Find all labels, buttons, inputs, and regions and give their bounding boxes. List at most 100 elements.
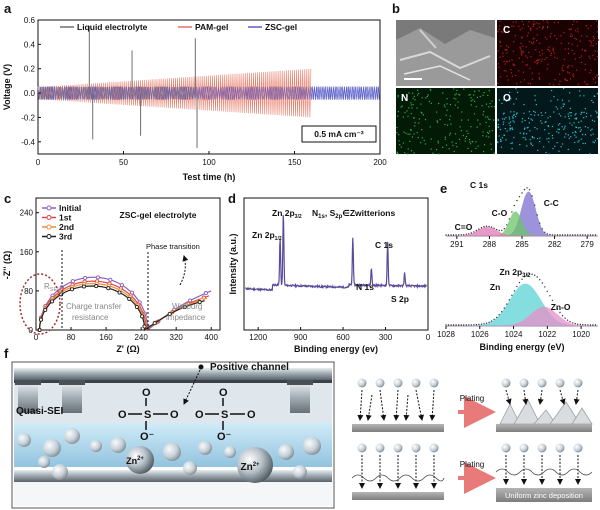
a-xtick-label: 150 — [288, 158, 302, 167]
panel-a-xlabel: Test time (h) — [183, 172, 236, 182]
panel-b-map-o: O — [497, 88, 599, 155]
d-xtick-label: 900 — [294, 333, 308, 342]
a-legend-label: ZSC-gel — [265, 22, 297, 32]
d-peak-label: C 1s — [375, 240, 393, 250]
svg-text:O⁻: O⁻ — [217, 431, 232, 443]
panel-f-illustration: Zn2+ Zn2+ O S O O O⁻ O S O O O⁻ — [11, 361, 593, 509]
panel-d-frame — [243, 197, 429, 331]
a-legend-label: Liquid electrolyte — [77, 22, 148, 32]
c-point — [70, 279, 75, 284]
c-legend-label: 1st — [59, 213, 71, 223]
series-liquid — [37, 86, 197, 100]
panel-a-ylabel: Voltage (V) — [2, 64, 12, 110]
c-point — [38, 317, 44, 322]
c-legend-label: 3rd — [59, 232, 72, 242]
panel-c-xticks: 0 80 160 240 320 400 — [34, 327, 219, 342]
c-point — [108, 277, 113, 282]
series-pam-gel — [37, 68, 312, 118]
c-xtick-label: 400 — [205, 333, 219, 342]
panel-b-map-n: N — [396, 88, 496, 155]
zn-ion-1: Zn2+ — [126, 446, 154, 474]
panel-d-title: N1s, S2p∈Zwitterions — [312, 208, 395, 220]
d-peak-label: S 2p — [391, 294, 409, 304]
panel-e-xlabel: Binding energy (eV) — [479, 342, 564, 352]
e-xtick-label: 288 — [483, 240, 497, 249]
d-peak-label: Zn 2p1/2 — [252, 230, 282, 242]
c-point — [81, 284, 86, 289]
panel-c-rsei-circle — [19, 273, 61, 335]
positive-channel-dot — [198, 364, 204, 370]
svg-text:S: S — [221, 409, 228, 421]
zn-ion-2: Zn2+ — [237, 447, 273, 483]
panel-b-label: b — [392, 1, 400, 16]
panel-d-xticks: 1200 900 600 300 0 — [249, 327, 431, 342]
e-xtick-label: 1024 — [505, 330, 523, 339]
e-label-cc: C-C — [544, 198, 559, 208]
e-xtick-label: 285 — [515, 240, 529, 249]
c-point — [50, 299, 55, 304]
panel-c-phase-arrow — [179, 255, 189, 286]
a-ytick-label: 0.6 — [24, 16, 36, 25]
panel-d-ylabel: Intensity (a.u.) — [228, 233, 238, 294]
panel-e-top-title: C 1s — [470, 180, 488, 190]
c-point — [203, 291, 208, 296]
e-component — [446, 283, 598, 327]
c-point — [188, 298, 193, 303]
panel-a-legend: Liquid electrolyte PAM-gel ZSC-gel — [60, 22, 297, 32]
d-peak-label: N 1s — [356, 282, 374, 292]
panel-e-bottom-ticks: 1028 1026 1024 1022 1020 — [437, 326, 591, 339]
e-component — [446, 226, 598, 237]
panel-c-ct-2: resistance — [72, 313, 109, 322]
c-point — [134, 304, 139, 310]
a-xtick-label: 100 — [202, 158, 216, 167]
e-xtick-label: 291 — [450, 240, 464, 249]
c-legend-marker — [46, 205, 52, 211]
panel-e-bottom: Zn Zn-O — [445, 273, 598, 327]
a-legend-label: PAM-gel — [195, 22, 228, 32]
c-xtick-label: 240 — [134, 333, 148, 342]
c-point — [127, 296, 132, 301]
c-point — [197, 300, 202, 305]
positive-channel-arrow — [183, 369, 201, 405]
panel-f-label: f — [4, 346, 9, 361]
panel-c-warburg-1: Warburg — [172, 302, 202, 311]
c-point — [117, 290, 122, 295]
panel-a-series — [37, 26, 380, 148]
svg-text:O: O — [195, 409, 204, 421]
panel-c-title: ZSC-gel electrolyte — [120, 210, 197, 220]
panel-b-sem-image — [396, 20, 495, 86]
panel-e-bottom-title: Zn 2p3/2 — [499, 267, 531, 279]
c-ytick-label: 240 — [20, 209, 34, 218]
d-xtick-label: 0 — [426, 333, 431, 342]
panel-d-spectrum — [244, 214, 427, 293]
positive-channel-label: Positive channel — [210, 362, 289, 373]
e-xtick-label: 1028 — [437, 330, 455, 339]
c-point — [119, 282, 124, 288]
d-xtick-label: 300 — [379, 333, 393, 342]
c-point — [95, 275, 100, 280]
panel-a-chart: 0 50 100 150 200 -0.4 -0.2 0.0 0.2 0.4 0.6 Test t… — [2, 16, 387, 182]
plating-bottom-schematic: Plating Uniform zinc deposition — [351, 443, 593, 502]
d-xtick-label: 1200 — [249, 333, 267, 342]
a-xtick-label: 200 — [373, 158, 387, 167]
e-xtick-label: 1022 — [538, 330, 556, 339]
panel-c-ylabel: -Z'' (Ω) — [2, 251, 12, 280]
c-ytick-label: 160 — [20, 248, 34, 257]
plating-top-schematic: Plating — [352, 378, 593, 432]
a-ytick-label: 0.4 — [24, 40, 36, 49]
panel-c-curves — [37, 275, 212, 333]
a-ytick-label: -0.4 — [21, 138, 35, 147]
svg-text:O: O — [118, 409, 127, 421]
plating-bottom-label: Plating — [460, 460, 484, 469]
panel-c-frame — [35, 197, 221, 331]
panel-d-xlabel: Binding energy (ev) — [294, 344, 378, 354]
a-ytick-label: 0.0 — [24, 89, 36, 98]
panel-a-annotation-box — [301, 125, 377, 143]
c-xtick-label: 160 — [99, 333, 113, 342]
panel-d-label: d — [228, 191, 236, 206]
e-label-co: C-O — [492, 208, 508, 218]
e-label-coo: C=O — [455, 222, 473, 232]
zwitterion-structure: O S O O O⁻ O S O O O⁻ — [118, 387, 256, 443]
